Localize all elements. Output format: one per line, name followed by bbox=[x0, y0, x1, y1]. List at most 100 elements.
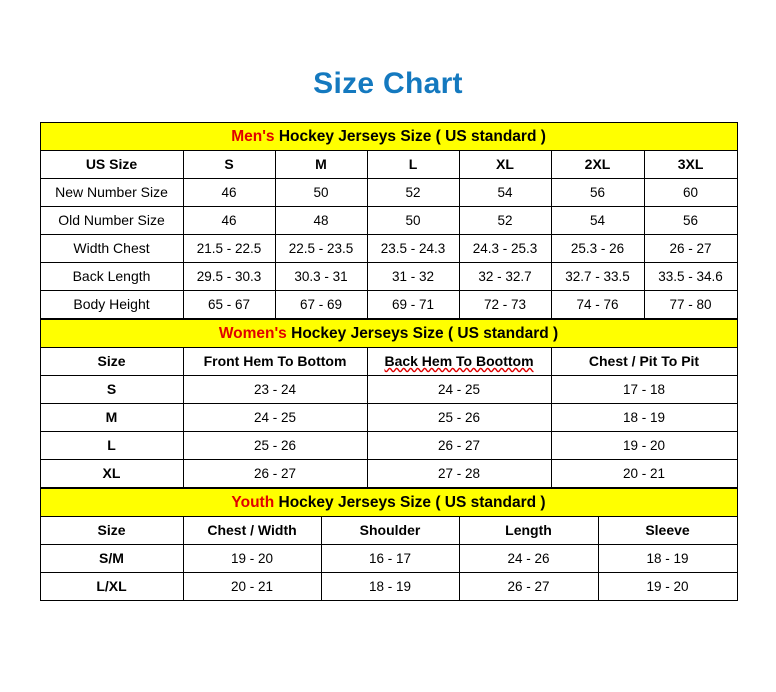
table-cell: 21.5 - 22.5 bbox=[182, 234, 276, 263]
table-cell: 77 - 80 bbox=[643, 290, 738, 319]
table-cell: 20 - 21 bbox=[550, 459, 738, 488]
table-cell: 60 bbox=[643, 178, 738, 207]
table-cell: 29.5 - 30.3 bbox=[182, 262, 276, 291]
row-label: S/M bbox=[39, 544, 184, 573]
table-cell: 54 bbox=[458, 178, 552, 207]
mens-heading-accent: Men's bbox=[231, 128, 275, 145]
table-cell: 18 - 19 bbox=[550, 403, 738, 432]
table-cell: 48 bbox=[274, 206, 368, 235]
youth-size-table: Youth Hockey Jerseys Size ( US standard … bbox=[39, 488, 738, 601]
table-row: Old Number Size 46 48 50 52 54 56 bbox=[39, 206, 738, 235]
mens-heading-rest: Hockey Jerseys Size ( US standard ) bbox=[274, 128, 546, 145]
page-title: Size Chart bbox=[313, 67, 463, 100]
youth-section-heading: Youth Hockey Jerseys Size ( US standard … bbox=[39, 488, 738, 517]
table-cell: 65 - 67 bbox=[182, 290, 276, 319]
column-header: S bbox=[182, 150, 276, 179]
table-row: XL 26 - 27 27 - 28 20 - 21 bbox=[39, 459, 738, 488]
table-cell: 50 bbox=[366, 206, 460, 235]
table-row: Width Chest 21.5 - 22.5 22.5 - 23.5 23.5… bbox=[39, 234, 738, 263]
table-row: S/M 19 - 20 16 - 17 24 - 26 18 - 19 bbox=[39, 544, 738, 573]
table-cell: 18 - 19 bbox=[597, 544, 738, 573]
table-cell: 69 - 71 bbox=[366, 290, 460, 319]
youth-heading-accent: Youth bbox=[231, 494, 275, 511]
column-header: Sleeve bbox=[597, 516, 738, 545]
column-header: US Size bbox=[39, 150, 184, 179]
table-row: M 24 - 25 25 - 26 18 - 19 bbox=[39, 403, 738, 432]
table-cell: 26 - 27 bbox=[182, 459, 368, 488]
column-header: Back Hem To Boottom bbox=[366, 347, 552, 376]
row-label: L bbox=[39, 431, 184, 460]
table-cell: 50 bbox=[274, 178, 368, 207]
table-cell: 18 - 19 bbox=[320, 572, 460, 601]
table-header-row: Size Chest / Width Shoulder Length Sleev… bbox=[39, 516, 738, 545]
row-label: New Number Size bbox=[39, 178, 184, 207]
column-header: Chest / Width bbox=[182, 516, 322, 545]
table-cell: 25 - 26 bbox=[182, 431, 368, 460]
table-cell: 24 - 25 bbox=[366, 375, 552, 404]
table-header-row: Size Front Hem To Bottom Back Hem To Boo… bbox=[39, 347, 738, 376]
row-label: Body Height bbox=[39, 290, 184, 319]
column-header: 2XL bbox=[550, 150, 645, 179]
womens-heading-rest: Hockey Jerseys Size ( US standard ) bbox=[286, 325, 559, 342]
row-label: Old Number Size bbox=[39, 206, 184, 235]
size-chart-container: Men's Hockey Jerseys Size ( US standard … bbox=[39, 122, 738, 601]
table-cell: 33.5 - 34.6 bbox=[643, 262, 738, 291]
row-label: Width Chest bbox=[39, 234, 184, 263]
row-label: Back Length bbox=[39, 262, 184, 291]
table-row: L/XL 20 - 21 18 - 19 26 - 27 19 - 20 bbox=[39, 572, 738, 601]
column-header: M bbox=[274, 150, 368, 179]
table-cell: 24 - 25 bbox=[182, 403, 368, 432]
womens-size-table: Women's Hockey Jerseys Size ( US standar… bbox=[39, 319, 738, 488]
table-cell: 24 - 26 bbox=[458, 544, 599, 573]
table-cell: 46 bbox=[182, 178, 276, 207]
table-header-row: US Size S M L XL 2XL 3XL bbox=[39, 150, 738, 179]
table-row: Women's Hockey Jerseys Size ( US standar… bbox=[39, 319, 738, 348]
table-cell: 52 bbox=[458, 206, 552, 235]
table-cell: 16 - 17 bbox=[320, 544, 460, 573]
column-header: Front Hem To Bottom bbox=[182, 347, 368, 376]
table-cell: 32.7 - 33.5 bbox=[550, 262, 645, 291]
table-cell: 19 - 20 bbox=[550, 431, 738, 460]
table-cell: 26 - 27 bbox=[458, 572, 599, 601]
column-header: Shoulder bbox=[320, 516, 460, 545]
column-header: Size bbox=[39, 347, 184, 376]
table-cell: 19 - 20 bbox=[182, 544, 322, 573]
table-cell: 74 - 76 bbox=[550, 290, 645, 319]
column-header: 3XL bbox=[643, 150, 738, 179]
table-row: New Number Size 46 50 52 54 56 60 bbox=[39, 178, 738, 207]
mens-section-heading: Men's Hockey Jerseys Size ( US standard … bbox=[39, 122, 738, 151]
mens-size-table: Men's Hockey Jerseys Size ( US standard … bbox=[39, 122, 738, 319]
table-cell: 19 - 20 bbox=[597, 572, 738, 601]
column-header: XL bbox=[458, 150, 552, 179]
table-cell: 23.5 - 24.3 bbox=[366, 234, 460, 263]
table-cell: 26 - 27 bbox=[643, 234, 738, 263]
table-row: Youth Hockey Jerseys Size ( US standard … bbox=[39, 488, 738, 517]
table-cell: 22.5 - 23.5 bbox=[274, 234, 368, 263]
column-header: Length bbox=[458, 516, 599, 545]
table-row: S 23 - 24 24 - 25 17 - 18 bbox=[39, 375, 738, 404]
table-cell: 25.3 - 26 bbox=[550, 234, 645, 263]
table-cell: 54 bbox=[550, 206, 645, 235]
table-row: Back Length 29.5 - 30.3 30.3 - 31 31 - 3… bbox=[39, 262, 738, 291]
row-label: L/XL bbox=[39, 572, 184, 601]
table-cell: 56 bbox=[550, 178, 645, 207]
column-header: Size bbox=[39, 516, 184, 545]
womens-section-heading: Women's Hockey Jerseys Size ( US standar… bbox=[39, 319, 738, 348]
table-cell: 27 - 28 bbox=[366, 459, 552, 488]
row-label: XL bbox=[39, 459, 184, 488]
table-row: Body Height 65 - 67 67 - 69 69 - 71 72 -… bbox=[39, 290, 738, 319]
row-label: M bbox=[39, 403, 184, 432]
youth-heading-rest: Hockey Jerseys Size ( US standard ) bbox=[274, 494, 546, 511]
table-cell: 32 - 32.7 bbox=[458, 262, 552, 291]
table-cell: 23 - 24 bbox=[182, 375, 368, 404]
table-cell: 25 - 26 bbox=[366, 403, 552, 432]
table-cell: 56 bbox=[643, 206, 738, 235]
table-cell: 30.3 - 31 bbox=[274, 262, 368, 291]
table-cell: 24.3 - 25.3 bbox=[458, 234, 552, 263]
column-header-misspelled: Back Hem To Boottom bbox=[384, 353, 534, 369]
table-cell: 20 - 21 bbox=[182, 572, 322, 601]
table-cell: 26 - 27 bbox=[366, 431, 552, 460]
table-row: L 25 - 26 26 - 27 19 - 20 bbox=[39, 431, 738, 460]
table-cell: 17 - 18 bbox=[550, 375, 738, 404]
table-cell: 31 - 32 bbox=[366, 262, 460, 291]
